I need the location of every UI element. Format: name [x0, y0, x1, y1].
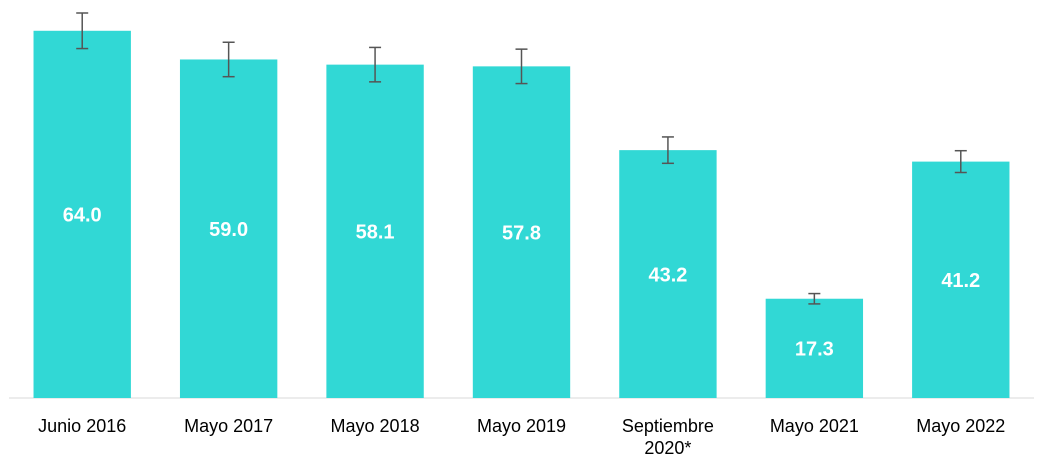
bar — [912, 161, 1010, 398]
x-tick-label: Septiembre 2020* — [621, 416, 714, 458]
bar — [472, 66, 571, 398]
bar — [326, 64, 424, 398]
x-tick-label: Mayo 2017 — [184, 416, 274, 436]
x-tick-label: Mayo 2022 — [916, 416, 1006, 436]
x-tick-label: Mayo 2021 — [769, 416, 859, 436]
value-label: 17.3 — [795, 339, 834, 361]
x-tick-label: Junio 2016 — [38, 416, 127, 436]
value-label: 41.2 — [941, 270, 980, 292]
x-tick-label: Mayo 2019 — [476, 416, 567, 436]
bar — [619, 150, 717, 398]
bar — [33, 30, 131, 398]
value-label: 58.1 — [356, 222, 395, 244]
x-tick-label: Mayo 2018 — [330, 416, 420, 436]
value-label: 64.0 — [63, 205, 102, 227]
value-label: 57.8 — [502, 222, 541, 244]
bar — [765, 298, 864, 398]
value-label: 43.2 — [648, 264, 687, 286]
value-label: 59.0 — [209, 219, 248, 241]
bar — [179, 59, 278, 399]
